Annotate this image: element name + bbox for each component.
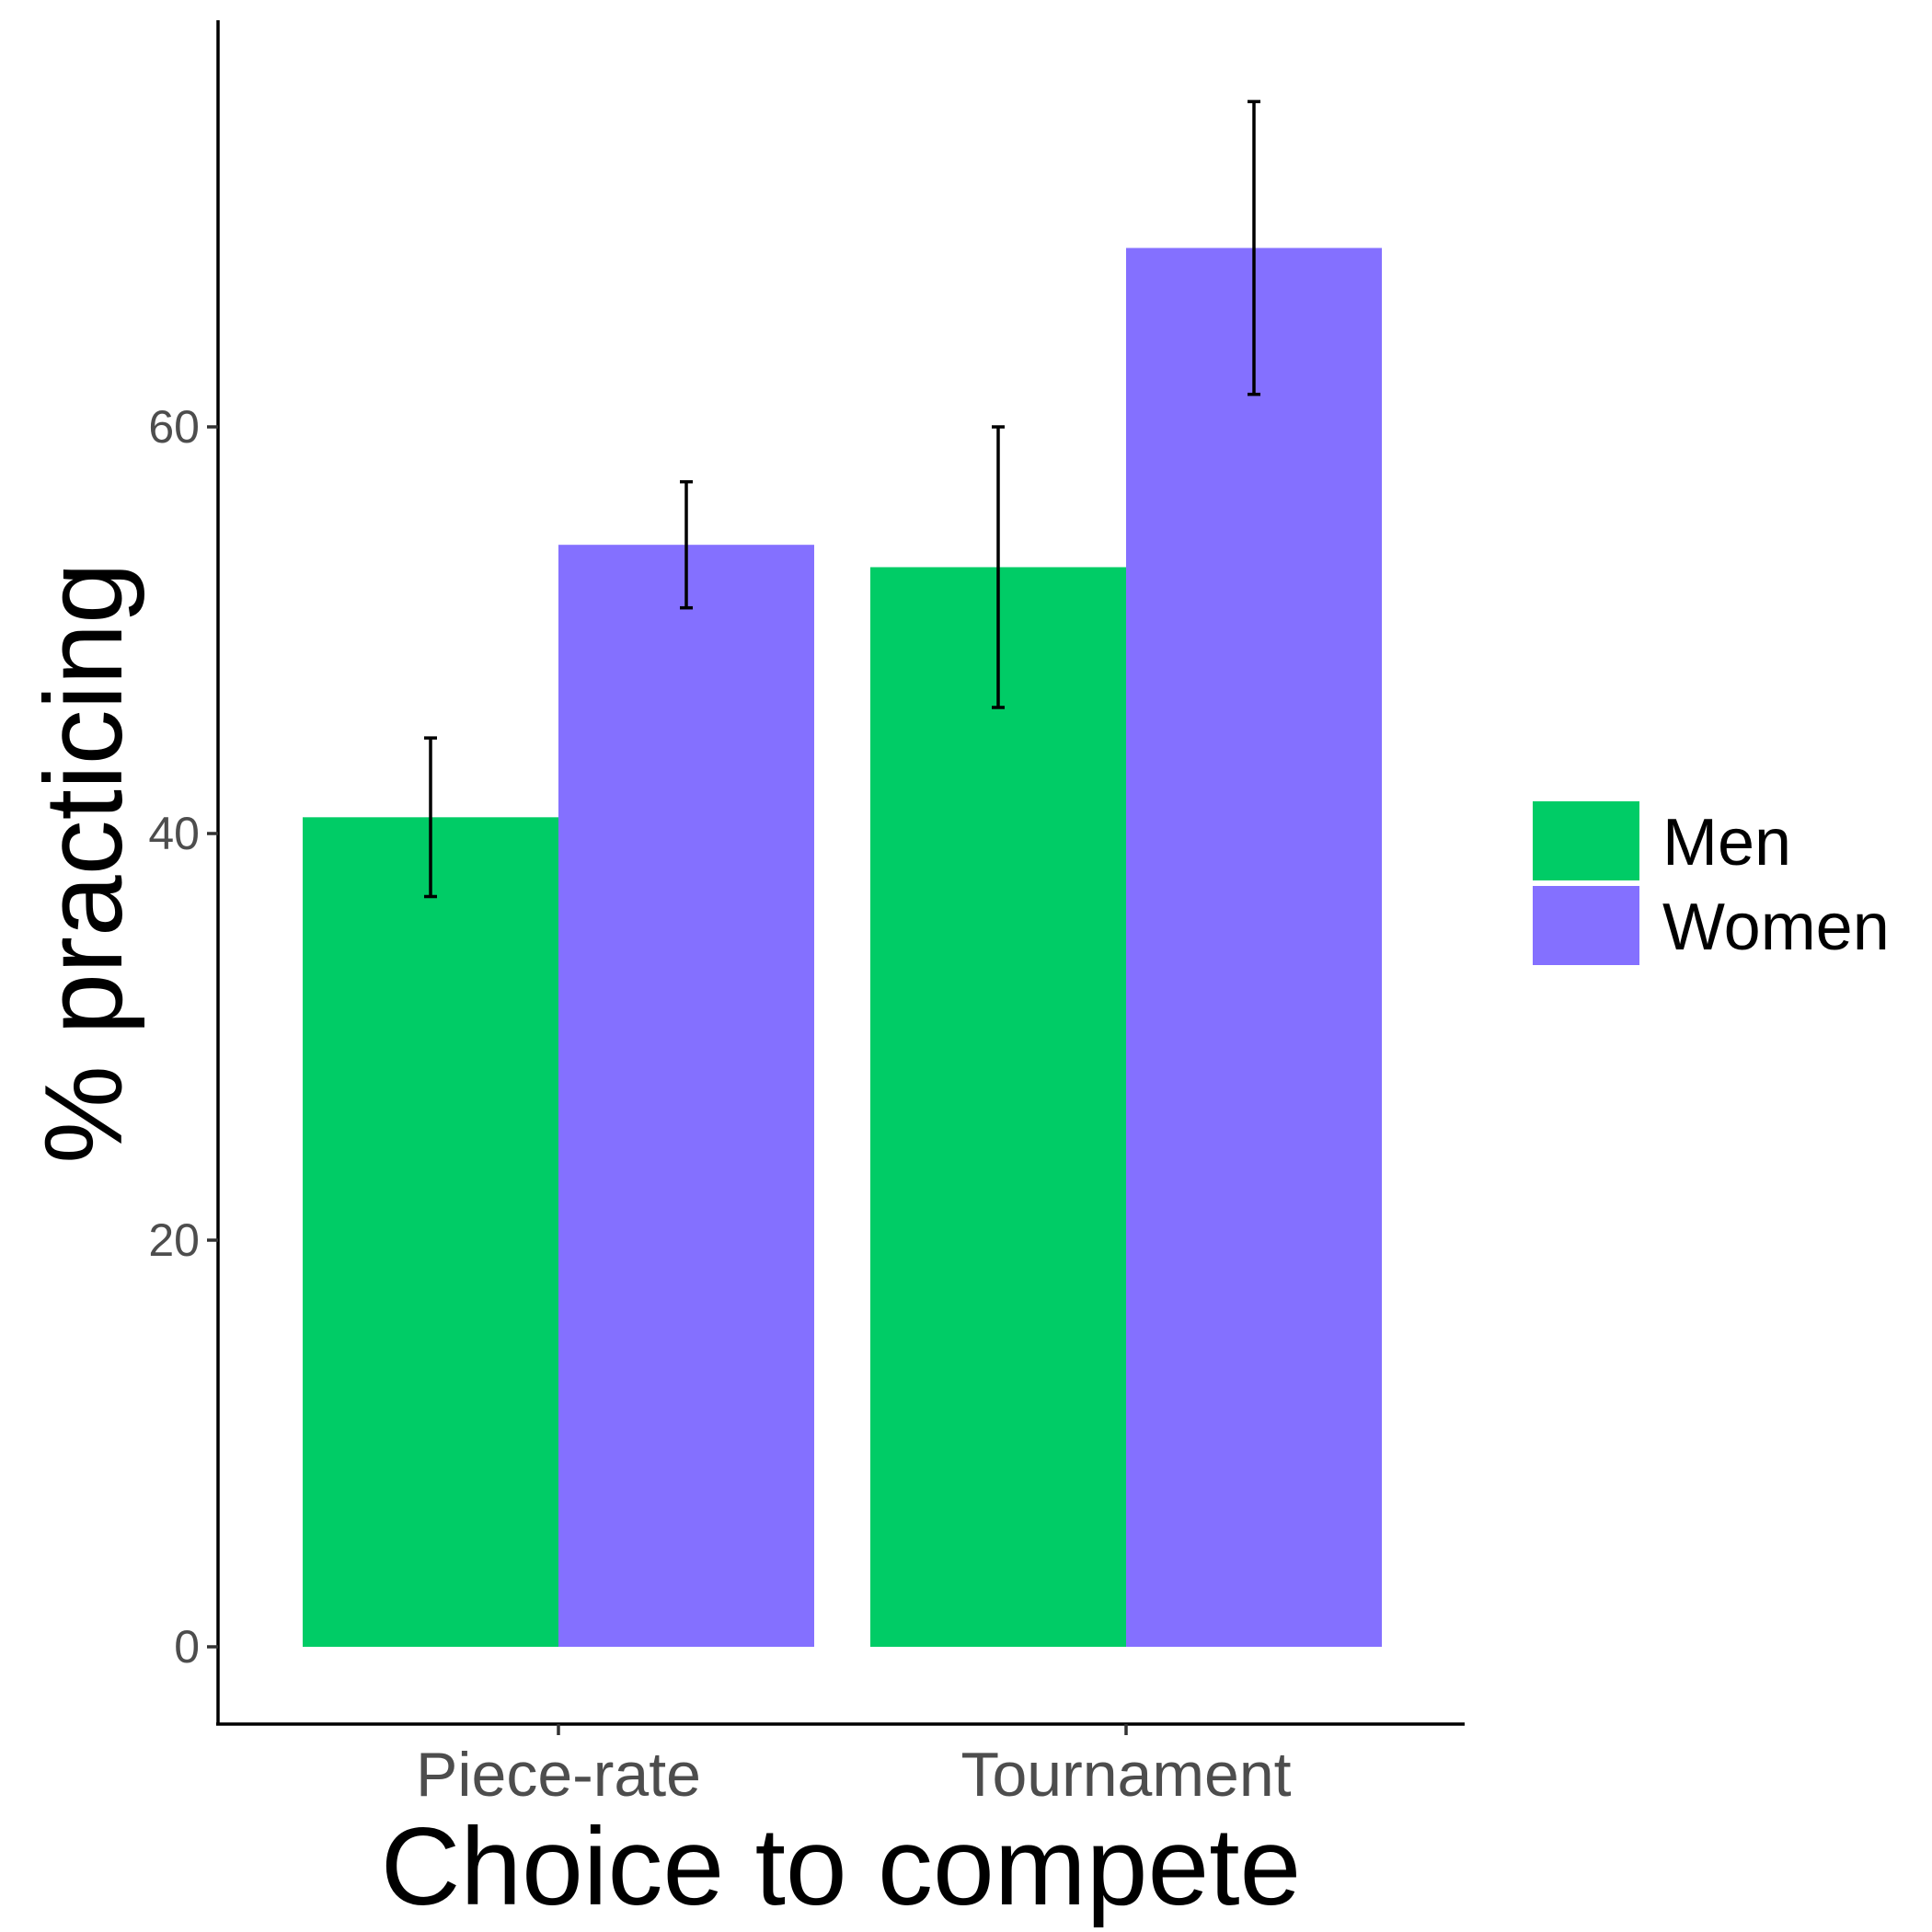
legend: Men Women (1533, 801, 1890, 965)
bar-men-piece-rate (303, 817, 558, 1647)
error-bars-layer (424, 99, 1260, 899)
bars-layer (303, 247, 1382, 1648)
y-tick-label-0: 0 (174, 1621, 200, 1673)
x-tick-label-piece-rate: Piece-rate (416, 1740, 701, 1810)
y-axis-ticks: 0 20 40 60 (148, 401, 218, 1673)
x-axis-title: Choice to compete (381, 1805, 1302, 1928)
error-bar-men-piece-rate (424, 736, 437, 899)
bar-men-tournament (870, 567, 1126, 1647)
legend-key-men (1533, 801, 1639, 880)
bar-women-tournament (1126, 247, 1382, 1647)
y-axis-title: % practicing (22, 562, 145, 1164)
error-bar-women-piece-rate (680, 479, 693, 610)
x-tick-label-tournament: Tournament (960, 1740, 1291, 1810)
legend-key-women (1533, 886, 1639, 965)
y-tick-label-60: 60 (148, 401, 200, 453)
legend-label-women: Women (1662, 891, 1890, 964)
error-bar-women-tournament (1248, 99, 1260, 397)
bar-women-piece-rate (558, 545, 814, 1648)
x-axis-ticks: Piece-rate Tournament (416, 1724, 1292, 1810)
error-bar-men-tournament (992, 425, 1005, 709)
y-tick-label-20: 20 (148, 1214, 200, 1266)
y-tick-label-40: 40 (148, 808, 200, 859)
legend-label-men: Men (1662, 806, 1791, 880)
